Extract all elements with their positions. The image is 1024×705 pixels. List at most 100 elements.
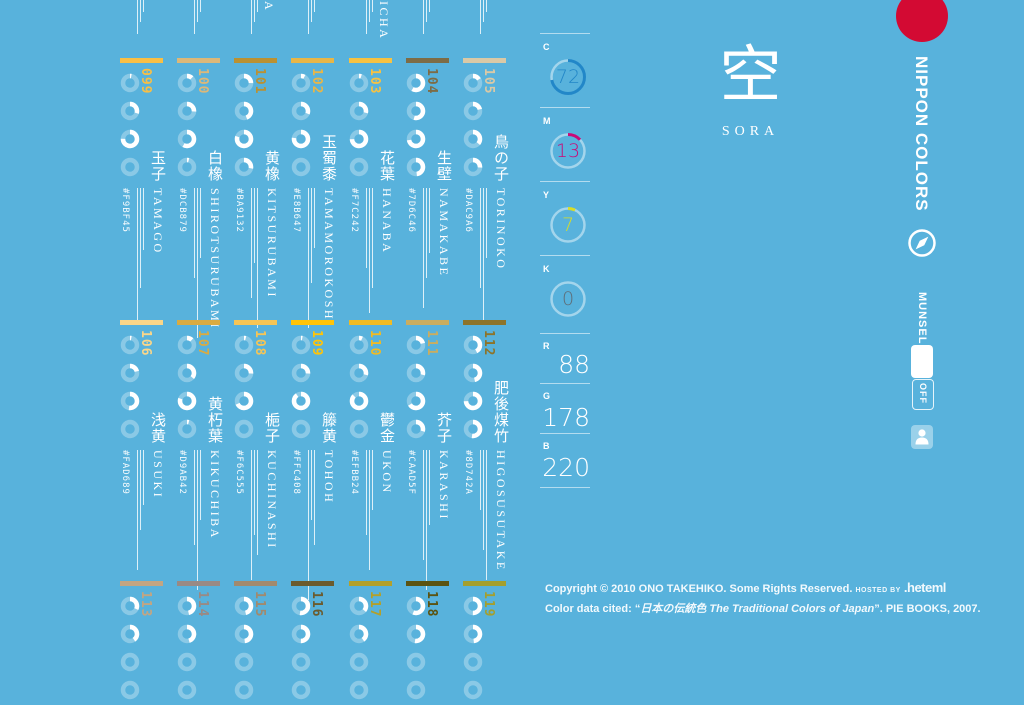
swatch-cmyk-ring	[120, 391, 140, 411]
divider	[540, 487, 590, 488]
swatch-romaji-name: SHIROTSURUBAMI	[208, 188, 222, 330]
swatch-color-bar	[120, 581, 163, 586]
munsell-label: MUNSELL	[916, 292, 928, 353]
swatch-cmyk-ring	[406, 157, 426, 177]
current-color-romaji: SORA	[721, 124, 780, 139]
swatch-kanji-name: 籐黄	[320, 412, 338, 444]
donut-ring	[177, 129, 197, 148]
decorative-line	[372, 188, 373, 288]
decorative-line	[423, 0, 424, 34]
donut-ring	[406, 391, 426, 410]
swatch-number: 106	[138, 330, 153, 357]
decorative-line	[483, 188, 484, 323]
swatch-cmyk-ring	[349, 419, 369, 439]
swatch-hex-code: #F7C242	[349, 188, 359, 233]
donut-ring	[291, 129, 311, 148]
donut-ring	[234, 596, 254, 616]
user-button[interactable]	[911, 425, 933, 449]
decorative-line	[372, 0, 373, 12]
swatch-cmyk-ring	[234, 157, 254, 177]
swatch-cmyk-ring	[120, 624, 140, 644]
decorative-line	[486, 188, 487, 258]
donut-ring	[463, 157, 483, 176]
red-value: 88	[558, 350, 590, 379]
donut-ring	[406, 624, 426, 644]
decorative-line	[372, 450, 373, 510]
swatch-hex-code: #DAC9A6	[463, 188, 473, 233]
heteml-logo[interactable]: .heteml	[903, 580, 947, 595]
decorative-line	[366, 188, 367, 268]
cyan-ring	[550, 59, 586, 95]
decorative-line	[137, 450, 138, 570]
footer: Copyright © 2010 ONO TAKEHIKO. Some Righ…	[545, 580, 981, 616]
swatch-cmyk-ring	[177, 652, 197, 672]
decorative-line	[140, 450, 141, 530]
donut-ring	[234, 624, 254, 644]
swatch-hex-code: #DCB879	[177, 188, 187, 233]
swatch-romaji-name: KIKUCHIBA	[208, 450, 222, 540]
decorative-line	[426, 188, 427, 278]
person-icon	[915, 429, 929, 445]
decorative-line	[426, 450, 427, 590]
swatch-color-bar	[177, 320, 220, 325]
swatch-romaji-name: TAMAMOROKOSHI	[322, 188, 336, 328]
decorative-line	[251, 450, 252, 580]
swatch-cmyk-ring	[234, 419, 254, 439]
hosted-by-text: HOSTED BY	[855, 587, 901, 594]
decorative-line	[308, 0, 309, 34]
swatch-kanji-name: 肥後煤竹	[492, 380, 510, 444]
swatch-cmyk-ring	[291, 101, 311, 121]
key-label: K	[543, 264, 551, 274]
swatch-cmyk-ring	[463, 363, 483, 383]
swatch-cmyk-ring	[463, 419, 483, 439]
donut-ring	[349, 157, 369, 176]
donut-ring	[234, 101, 254, 121]
donut-ring	[463, 335, 483, 355]
decorative-line	[143, 188, 144, 250]
donut-ring	[406, 596, 426, 616]
swatch-cmyk-ring	[349, 624, 369, 644]
swatch-hex-code: #FFC408	[291, 450, 301, 495]
compass-icon[interactable]	[906, 227, 938, 259]
swatch-number: 103	[367, 68, 382, 95]
swatch-hex-code: #FAD689	[120, 450, 130, 495]
decorative-line	[140, 188, 141, 288]
donut-ring	[120, 101, 140, 121]
swatch-cmyk-ring	[177, 73, 197, 93]
swatch-color-bar	[463, 320, 506, 325]
swatch-cmyk-ring	[234, 363, 254, 383]
donut-ring	[349, 73, 369, 93]
swatch-cmyk-ring	[349, 157, 369, 177]
swatch-cmyk-ring	[177, 391, 197, 411]
swatch-cmyk-ring	[120, 596, 140, 616]
decorative-line	[483, 450, 484, 550]
munsell-toggle-knob[interactable]	[911, 345, 933, 378]
green-value: 178	[542, 403, 590, 432]
donut-ring	[463, 624, 483, 644]
yellow-label: Y	[543, 190, 551, 200]
decorative-line	[254, 188, 255, 263]
donut-ring	[291, 419, 311, 438]
donut-ring	[463, 596, 483, 616]
swatch-cmyk-ring	[463, 101, 483, 121]
donut-ring	[463, 652, 483, 671]
swatch-cmyk-ring	[177, 157, 197, 177]
decorative-line	[254, 450, 255, 535]
yellow-ring	[550, 207, 586, 243]
swatch-hex-code: #CAAD5F	[406, 450, 416, 495]
swatch-cmyk-ring	[177, 335, 197, 355]
donut-ring	[120, 363, 140, 383]
swatch-cmyk-ring	[406, 419, 426, 439]
decorative-line	[200, 0, 201, 12]
donut-ring	[234, 652, 254, 671]
donut-ring	[291, 680, 311, 699]
munsell-toggle-off[interactable]: OFF	[912, 379, 934, 410]
donut-ring	[291, 652, 311, 671]
swatch-cmyk-ring	[406, 335, 426, 355]
swatch-cmyk-ring	[177, 419, 197, 439]
swatch-color-bar	[120, 58, 163, 63]
swatch-cmyk-ring	[406, 680, 426, 700]
swatch-color-bar	[349, 58, 392, 63]
donut-ring	[406, 419, 426, 438]
donut-ring	[463, 129, 483, 148]
